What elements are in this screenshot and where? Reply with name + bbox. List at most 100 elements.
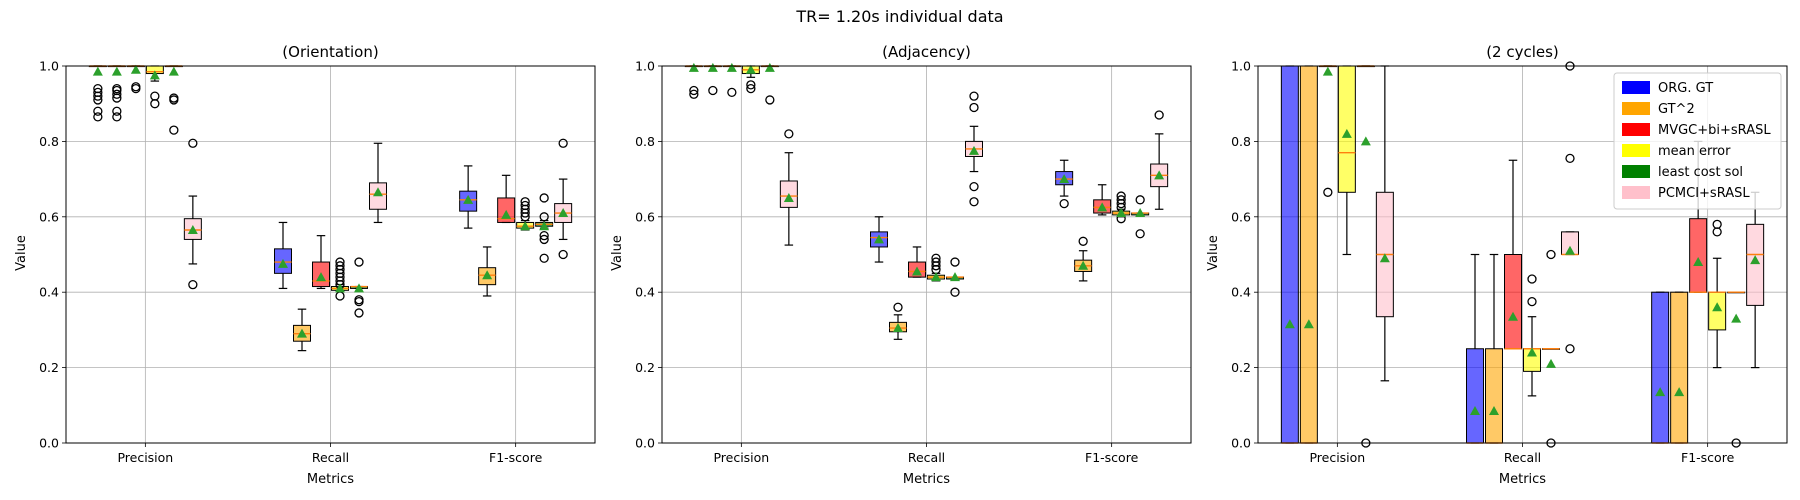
outlier-point bbox=[169, 125, 179, 135]
mean-marker bbox=[1655, 387, 1666, 397]
mean-marker bbox=[1379, 253, 1390, 263]
mean-marker bbox=[745, 64, 756, 74]
mean-marker bbox=[1693, 257, 1704, 267]
outlier-point bbox=[335, 291, 345, 301]
legend-frame bbox=[1613, 72, 1782, 210]
outlier-point bbox=[131, 83, 141, 94]
axes-frame bbox=[661, 65, 1192, 444]
mean-marker bbox=[335, 283, 345, 293]
panel-orientation: (Orientation) Metrics Value 0.0 0.2 0.4 0.6… bbox=[14, 43, 596, 487]
mean-marker bbox=[482, 270, 493, 280]
y-tick-label: 0.2 bbox=[39, 360, 59, 375]
outlier-point bbox=[893, 302, 903, 312]
outlier-point bbox=[188, 138, 198, 148]
outlier-point bbox=[931, 261, 941, 271]
legend-label: PCMCI+sRASL bbox=[1658, 186, 1750, 201]
y-tick-label: 0.6 bbox=[635, 209, 655, 224]
mean-marker bbox=[1546, 358, 1556, 368]
legend-swatch bbox=[1622, 186, 1650, 199]
outlier-point bbox=[539, 212, 549, 222]
legend-swatch bbox=[1622, 102, 1650, 115]
y-tick-label: 0.2 bbox=[1231, 360, 1251, 375]
box-pcmci-srasl bbox=[1746, 223, 1765, 306]
mean-marker bbox=[893, 323, 903, 333]
y-tick-label: 0.8 bbox=[39, 134, 59, 149]
outlier-point bbox=[112, 112, 122, 122]
outlier-point bbox=[1712, 219, 1722, 229]
box-org-gt bbox=[1651, 291, 1670, 444]
y-tick-label: 1.0 bbox=[635, 59, 655, 74]
outlier-point bbox=[784, 129, 794, 139]
legend-label: GT^2 bbox=[1658, 102, 1695, 117]
mean-marker bbox=[1508, 311, 1518, 321]
legend-label: MVGC+bi+sRASL bbox=[1658, 123, 1771, 138]
y-tick-label: 0.4 bbox=[1231, 285, 1251, 300]
outlier-point bbox=[1323, 187, 1333, 197]
outlier-point bbox=[1059, 198, 1069, 209]
mean-marker bbox=[520, 221, 531, 231]
x-axis-label: Metrics bbox=[903, 472, 950, 487]
outlier-point bbox=[150, 91, 160, 101]
mean-marker bbox=[1116, 208, 1127, 218]
x-tick-label: Precision bbox=[1309, 450, 1365, 465]
mean-marker bbox=[297, 328, 307, 338]
outlier-point bbox=[558, 249, 568, 260]
box-gt-2 bbox=[1485, 348, 1503, 444]
mean-marker bbox=[764, 62, 775, 72]
outlier-point bbox=[969, 181, 979, 192]
mean-marker bbox=[168, 66, 179, 76]
box-mvgc-bi-srasl bbox=[1504, 254, 1522, 350]
y-tick-label: 0.4 bbox=[635, 285, 655, 300]
box-org-gt bbox=[1466, 348, 1484, 444]
panel-title: (Orientation) bbox=[282, 43, 378, 61]
outlier-point bbox=[1135, 195, 1145, 205]
legend-swatch bbox=[1622, 165, 1650, 178]
mean-marker bbox=[1712, 302, 1723, 312]
mean-marker bbox=[1750, 255, 1761, 265]
mean-marker bbox=[707, 62, 718, 72]
mean-marker bbox=[969, 145, 979, 155]
axes-frame bbox=[65, 65, 596, 444]
mean-marker bbox=[373, 187, 383, 197]
outlier-point bbox=[708, 85, 718, 96]
outlier-point bbox=[539, 253, 549, 263]
outlier-point bbox=[93, 112, 103, 122]
mean-marker bbox=[931, 272, 941, 282]
x-tick-label: Recall bbox=[908, 450, 945, 465]
x-tick-label: Precision bbox=[117, 450, 173, 465]
y-tick-label: 0.8 bbox=[635, 134, 655, 149]
x-tick-label: Recall bbox=[1504, 450, 1541, 465]
outlier-point bbox=[689, 85, 699, 96]
plot-area: 0.0 0.2 0.4 0.6 0.8 1.0 Precision Recall F1-scor… bbox=[635, 59, 1192, 465]
legend-label: ORG. GT bbox=[1658, 81, 1713, 96]
outlier-point bbox=[1527, 296, 1537, 307]
mean-marker bbox=[1135, 208, 1146, 218]
mean-marker bbox=[187, 224, 198, 234]
outlier-point bbox=[1546, 249, 1556, 260]
outlier-point bbox=[539, 193, 549, 203]
y-tick-label: 0.8 bbox=[1231, 134, 1251, 149]
outlier-point bbox=[746, 83, 756, 94]
outlier-point bbox=[969, 102, 979, 113]
outlier-point bbox=[520, 212, 530, 222]
mean-marker bbox=[1527, 347, 1537, 357]
mean-marker bbox=[1470, 405, 1480, 415]
axes-frame bbox=[1257, 65, 1788, 444]
outlier-point bbox=[112, 89, 122, 99]
mean-marker bbox=[130, 64, 141, 74]
mean-marker bbox=[1284, 319, 1295, 329]
outlier-point bbox=[950, 257, 960, 267]
mean-marker bbox=[688, 62, 699, 72]
mean-marker bbox=[1078, 260, 1089, 270]
mean-marker bbox=[912, 266, 922, 276]
mean-marker bbox=[726, 62, 737, 72]
panel-adjacency: (Adjacency) Metrics Value 0.00.20.40.60.… bbox=[610, 43, 1192, 487]
outlier-point bbox=[93, 91, 103, 101]
mean-marker bbox=[783, 192, 794, 202]
mean-marker bbox=[501, 209, 512, 219]
x-tick-label: F1-score bbox=[1085, 450, 1139, 465]
mean-marker bbox=[278, 258, 288, 268]
y-tick-label: 0.4 bbox=[39, 285, 59, 300]
x-axis-label: Metrics bbox=[1499, 472, 1546, 487]
